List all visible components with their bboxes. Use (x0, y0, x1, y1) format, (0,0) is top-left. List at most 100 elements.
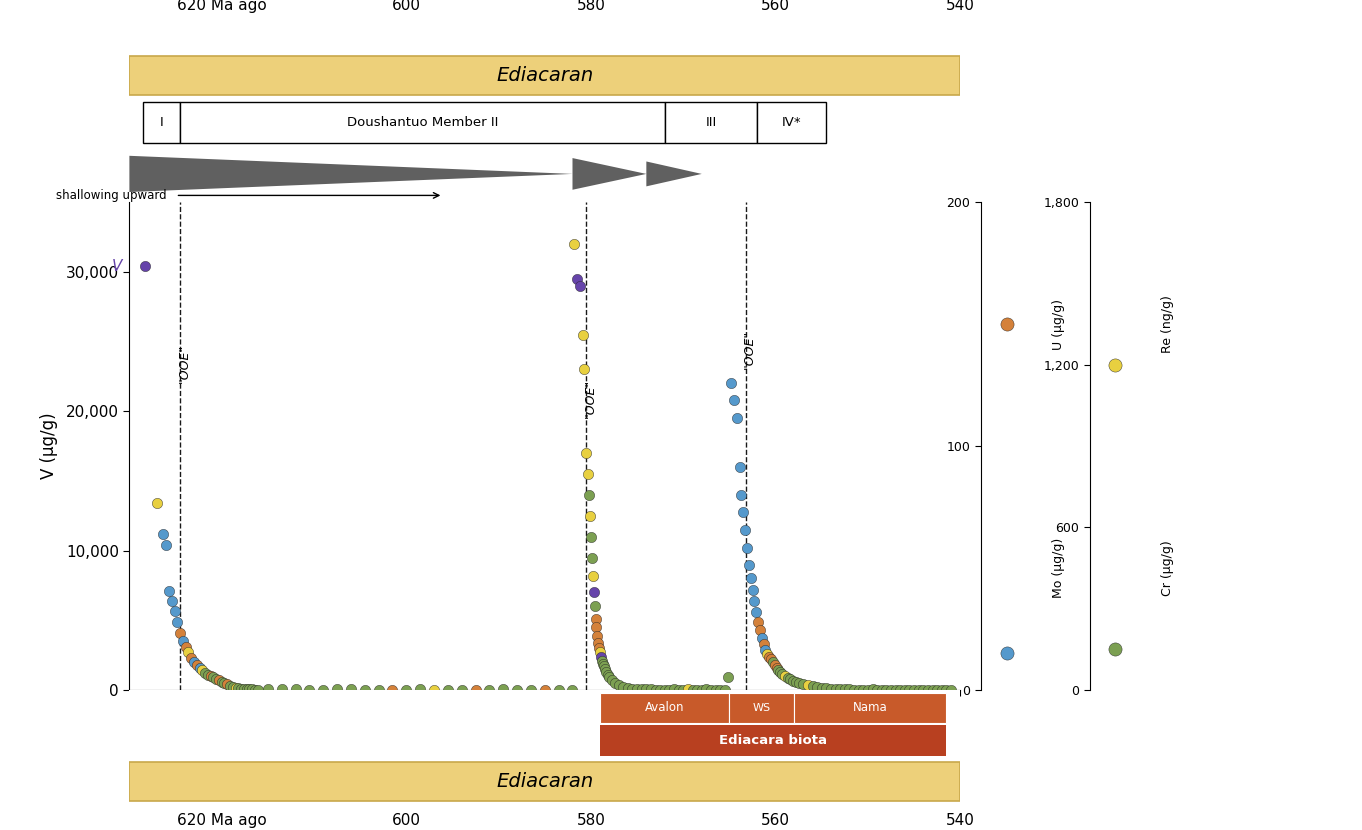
Point (591, 654, 613, 667)
Point (726, 412, 748, 425)
Point (710, 683, 731, 696)
Text: Ediacaran: Ediacaran (496, 772, 594, 791)
Point (797, 679, 819, 692)
Point (561, 683, 583, 696)
Point (750, 632, 772, 645)
Point (802, 680, 824, 693)
Point (534, 683, 556, 696)
Point (866, 683, 888, 696)
Point (340, 683, 362, 696)
Point (354, 683, 376, 696)
Point (756, 647, 778, 661)
Point (607, 678, 629, 691)
Point (720, 377, 742, 390)
Text: Ediacara biota: Ediacara biota (719, 734, 827, 747)
Polygon shape (647, 162, 701, 187)
Polygon shape (572, 158, 647, 190)
Point (677, 683, 699, 696)
Point (151, 527, 173, 540)
Point (381, 683, 403, 696)
Point (847, 683, 869, 696)
Y-axis label: V (μg/g): V (μg/g) (39, 413, 57, 480)
Bar (129, 762, 960, 801)
Bar (794, 693, 947, 723)
Point (617, 681, 639, 695)
Point (588, 642, 610, 655)
Point (755, 643, 776, 657)
Point (146, 496, 168, 510)
Text: Re (ng/g): Re (ng/g) (1160, 295, 1174, 353)
Point (592, 660, 614, 673)
Point (584, 613, 606, 626)
Point (834, 683, 855, 696)
Point (214, 676, 236, 690)
Point (520, 683, 542, 696)
Bar (129, 56, 960, 95)
Point (716, 671, 738, 684)
Point (163, 604, 185, 618)
Point (810, 681, 832, 694)
Point (395, 683, 417, 696)
Point (189, 661, 211, 674)
Point (409, 683, 430, 696)
Point (903, 683, 925, 696)
Point (576, 447, 598, 460)
Point (940, 683, 962, 696)
Point (601, 674, 622, 687)
Point (582, 551, 603, 564)
Point (572, 328, 594, 341)
Point (913, 683, 934, 696)
Point (899, 683, 921, 696)
Point (569, 279, 591, 292)
Point (996, 318, 1017, 331)
Point (368, 683, 390, 696)
Bar (601, 693, 730, 723)
Point (211, 675, 233, 688)
Point (673, 683, 695, 696)
Text: Cr (μg/g): Cr (μg/g) (1160, 540, 1174, 596)
Point (155, 539, 177, 552)
Point (636, 683, 658, 696)
Point (177, 646, 199, 659)
Point (327, 682, 349, 696)
Point (824, 682, 846, 696)
Point (704, 683, 726, 696)
Point (613, 681, 635, 694)
Point (936, 683, 957, 696)
Text: Ediacaran: Ediacaran (496, 66, 594, 85)
Point (776, 671, 798, 685)
Point (161, 594, 183, 608)
Point (745, 605, 767, 618)
Point (271, 683, 293, 696)
Point (644, 683, 666, 696)
Point (627, 682, 648, 696)
Point (577, 467, 599, 481)
Point (548, 683, 569, 696)
Point (583, 586, 605, 599)
Point (691, 683, 712, 696)
Point (244, 683, 266, 696)
Point (208, 674, 230, 687)
Text: Nama: Nama (853, 701, 888, 715)
Point (749, 623, 771, 637)
Point (742, 583, 764, 596)
Point (183, 656, 204, 669)
Point (464, 683, 486, 696)
Point (740, 572, 761, 585)
Point (759, 650, 780, 663)
Point (885, 683, 907, 696)
Point (478, 683, 500, 696)
Point (451, 683, 473, 696)
Point (760, 652, 782, 666)
Point (579, 509, 601, 522)
Point (592, 657, 614, 670)
Point (285, 683, 306, 696)
Point (206, 672, 227, 686)
Point (926, 683, 948, 696)
Point (621, 682, 643, 696)
Point (753, 637, 775, 651)
Point (219, 679, 241, 692)
Point (658, 683, 680, 696)
Point (172, 635, 193, 648)
Point (735, 541, 757, 554)
